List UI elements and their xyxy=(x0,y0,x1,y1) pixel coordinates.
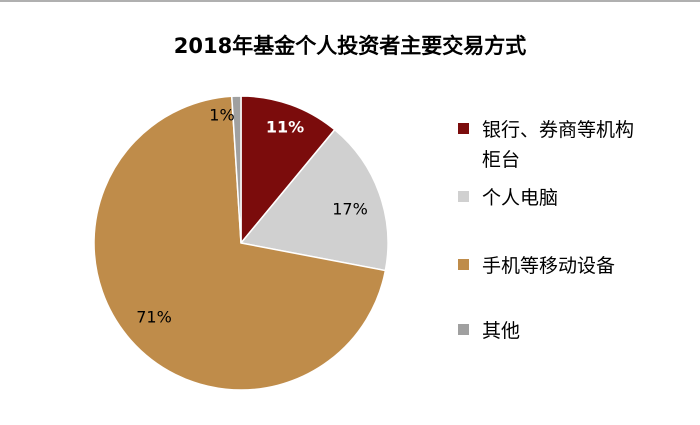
legend-label-counter-line-2: 柜台 xyxy=(482,149,521,171)
slice-other-label: 1% xyxy=(209,106,234,125)
legend-label-pc: 个人电脑 xyxy=(482,187,559,209)
legend-label-mobile: 手机等移动设备 xyxy=(482,255,616,277)
slice-counter-label: 11% xyxy=(266,118,304,137)
slice-other xyxy=(230,95,242,244)
slice-mobile-label: 71% xyxy=(136,308,172,327)
legend-swatch-other xyxy=(458,324,469,335)
slice-counter xyxy=(240,95,336,246)
legend-label-counter-line-1: 银行、券商等机构 xyxy=(482,119,635,141)
legend-label-other: 其他 xyxy=(482,320,521,342)
slice-pc-label: 17% xyxy=(332,200,368,219)
legend-swatch-pc xyxy=(458,191,469,202)
slice-mobile xyxy=(93,95,387,391)
chart-title: 2018年基金个人投资者主要交易方式 xyxy=(173,34,527,58)
legend-swatch-counter xyxy=(458,123,469,134)
legend-label-counter: 银行、券商等机构 柜台 xyxy=(482,115,682,175)
slice-pc xyxy=(239,128,389,272)
top-rule xyxy=(0,0,700,2)
legend-swatch-mobile xyxy=(458,259,469,270)
